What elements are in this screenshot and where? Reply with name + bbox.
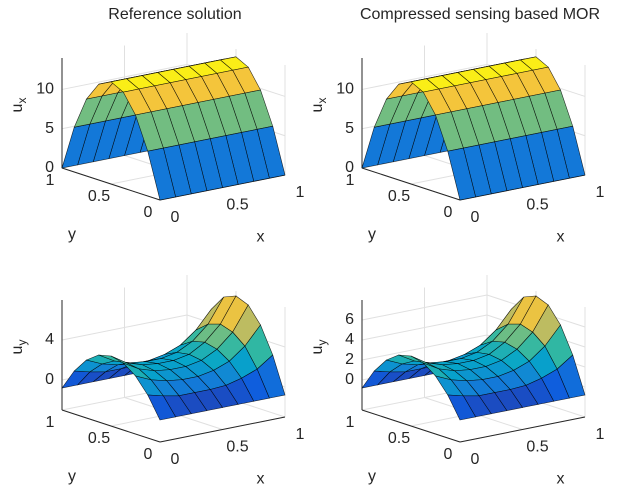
x-tick-label: 0	[471, 209, 480, 226]
surface-patch	[447, 394, 477, 421]
z-tick-label: 6	[345, 311, 354, 328]
y-tick-label: 0.5	[388, 188, 410, 205]
y-axis-label: y	[68, 468, 76, 485]
z-axis-label: uy	[9, 340, 29, 355]
z-tick-label: 4	[345, 331, 354, 348]
y-axis-line	[361, 409, 461, 443]
x-axis-line	[459, 416, 586, 443]
x-tick-label: 0	[471, 451, 480, 468]
surface-patch	[447, 147, 476, 201]
z-label-subscript: x	[15, 98, 29, 104]
z-axis-label: uy	[309, 340, 329, 355]
y-tick-label: 0	[444, 204, 453, 221]
subplot-title: Compressed sensing based MOR	[360, 6, 600, 23]
z-label-main: u	[309, 104, 326, 113]
x-axis-label: x	[257, 471, 265, 488]
y-tick-label: 1	[46, 172, 55, 189]
x-tick-label: 0.5	[226, 197, 248, 214]
x-tick-label: 1	[296, 426, 305, 443]
x-axis-label: x	[257, 229, 265, 246]
z-tick-label: 4	[45, 331, 54, 348]
y-tick-label: 1	[46, 414, 55, 431]
y-axis-label: y	[368, 468, 376, 485]
z-axis-label: ux	[9, 98, 29, 113]
z-tick-label: 5	[345, 120, 354, 137]
z-tick-label: 0	[45, 159, 54, 176]
y-tick-label: 0	[144, 204, 153, 221]
x-axis-label: x	[557, 229, 565, 246]
y-tick-label: 1	[346, 414, 355, 431]
z-tick-label: 10	[336, 81, 354, 98]
z-axis-label: ux	[309, 98, 329, 113]
z-label-subscript: y	[315, 340, 329, 346]
y-axis-label: y	[368, 226, 376, 243]
z-label-main: u	[9, 104, 26, 113]
z-label-subscript: x	[315, 98, 329, 104]
x-axis-label: x	[557, 471, 565, 488]
y-axis-line	[361, 167, 461, 201]
z-label-main: u	[9, 346, 26, 355]
x-tick-label: 1	[596, 426, 605, 443]
y-tick-label: 0	[444, 446, 453, 463]
y-tick-label: 0.5	[88, 188, 110, 205]
y-axis-line	[61, 167, 161, 201]
y-tick-label: 0.5	[88, 430, 110, 447]
x-tick-label: 1	[596, 184, 605, 201]
y-tick-label: 0.5	[388, 430, 410, 447]
surface-patch	[147, 394, 177, 421]
z-tick-label: 0	[345, 159, 354, 176]
z-label-main: u	[309, 346, 326, 355]
surface-patch	[147, 147, 176, 201]
z-tick-label: 5	[45, 120, 54, 137]
x-tick-label: 0.5	[526, 439, 548, 456]
x-tick-label: 0	[171, 209, 180, 226]
subplot-title: Reference solution	[108, 6, 241, 23]
z-tick-label: 2	[345, 351, 354, 368]
y-axis-label: y	[68, 226, 76, 243]
z-tick-label: 10	[36, 81, 54, 98]
z-tick-label: 0	[345, 371, 354, 388]
x-axis-line	[159, 416, 286, 443]
y-tick-label: 0	[144, 446, 153, 463]
x-tick-label: 0.5	[226, 439, 248, 456]
z-label-subscript: y	[15, 340, 29, 346]
x-tick-label: 0	[171, 451, 180, 468]
y-axis-line	[61, 409, 161, 443]
y-tick-label: 1	[346, 172, 355, 189]
z-tick-label: 0	[45, 371, 54, 388]
x-tick-label: 1	[296, 184, 305, 201]
x-tick-label: 0.5	[526, 197, 548, 214]
